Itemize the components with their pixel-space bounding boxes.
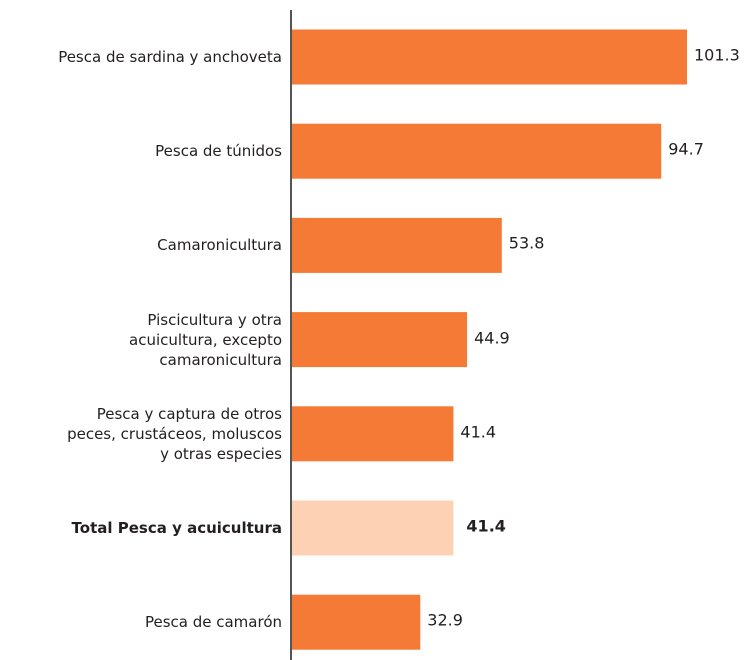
category-label: Pesca de camarón <box>144 613 282 632</box>
category-label: Pesca de túnidos <box>155 142 282 161</box>
category-label: Total Pesca y acuicultura <box>71 519 282 537</box>
bar <box>292 123 662 179</box>
value-label: 101.3 <box>694 45 740 65</box>
value-label: 94.7 <box>668 139 704 159</box>
bar <box>292 217 502 273</box>
bar <box>292 29 687 85</box>
value-label: 41.4 <box>460 422 497 442</box>
bar <box>292 500 454 556</box>
value-label: 41.4 <box>466 516 506 536</box>
bar <box>292 312 468 368</box>
bar <box>292 594 421 650</box>
value-label: 32.9 <box>427 610 463 630</box>
category-label: Pesca de sardina y anchoveta <box>58 48 282 66</box>
category-label: Piscicultura y otra acuicultura, excepto… <box>129 310 282 369</box>
category-label: Pesca y captura de otros peces, crustáce… <box>67 404 282 463</box>
value-label: 44.9 <box>474 328 510 348</box>
value-label: 53.8 <box>508 233 545 253</box>
bar <box>292 406 454 462</box>
category-label: Camaronicultura <box>157 236 282 255</box>
